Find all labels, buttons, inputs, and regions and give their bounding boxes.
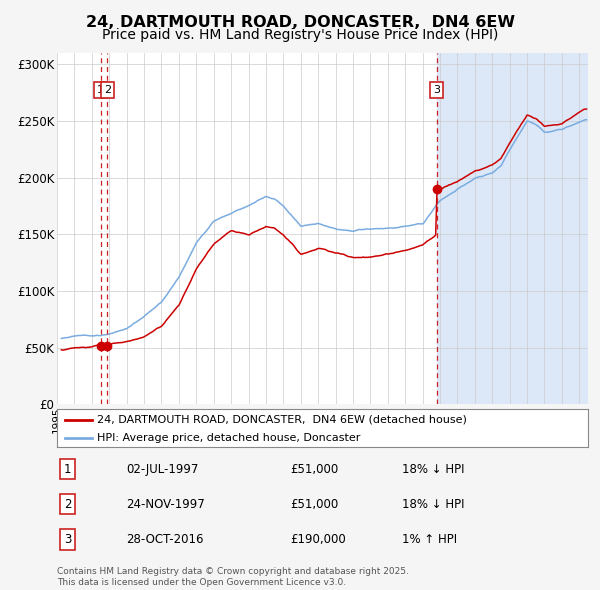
Text: 1: 1	[97, 85, 104, 95]
Text: 1: 1	[64, 463, 71, 476]
Text: 24, DARTMOUTH ROAD, DONCASTER,  DN4 6EW (detached house): 24, DARTMOUTH ROAD, DONCASTER, DN4 6EW (…	[97, 415, 467, 425]
Text: HPI: Average price, detached house, Doncaster: HPI: Average price, detached house, Donc…	[97, 432, 360, 442]
Text: 3: 3	[64, 533, 71, 546]
Text: 18% ↓ HPI: 18% ↓ HPI	[402, 463, 464, 476]
Text: £51,000: £51,000	[290, 463, 339, 476]
Text: 24-NOV-1997: 24-NOV-1997	[126, 498, 205, 511]
Text: £190,000: £190,000	[290, 533, 346, 546]
Text: Contains HM Land Registry data © Crown copyright and database right 2025.
This d: Contains HM Land Registry data © Crown c…	[57, 568, 409, 586]
Text: 2: 2	[104, 85, 111, 95]
Text: 3: 3	[433, 85, 440, 95]
Bar	[437, 53, 600, 404]
Text: 1% ↑ HPI: 1% ↑ HPI	[402, 533, 457, 546]
Text: 02-JUL-1997: 02-JUL-1997	[126, 463, 199, 476]
Text: Price paid vs. HM Land Registry's House Price Index (HPI): Price paid vs. HM Land Registry's House …	[102, 28, 498, 42]
Text: 24, DARTMOUTH ROAD, DONCASTER,  DN4 6EW: 24, DARTMOUTH ROAD, DONCASTER, DN4 6EW	[86, 15, 515, 30]
Text: 28-OCT-2016: 28-OCT-2016	[126, 533, 203, 546]
Text: £51,000: £51,000	[290, 498, 339, 511]
Text: 2: 2	[64, 498, 71, 511]
Text: 18% ↓ HPI: 18% ↓ HPI	[402, 498, 464, 511]
